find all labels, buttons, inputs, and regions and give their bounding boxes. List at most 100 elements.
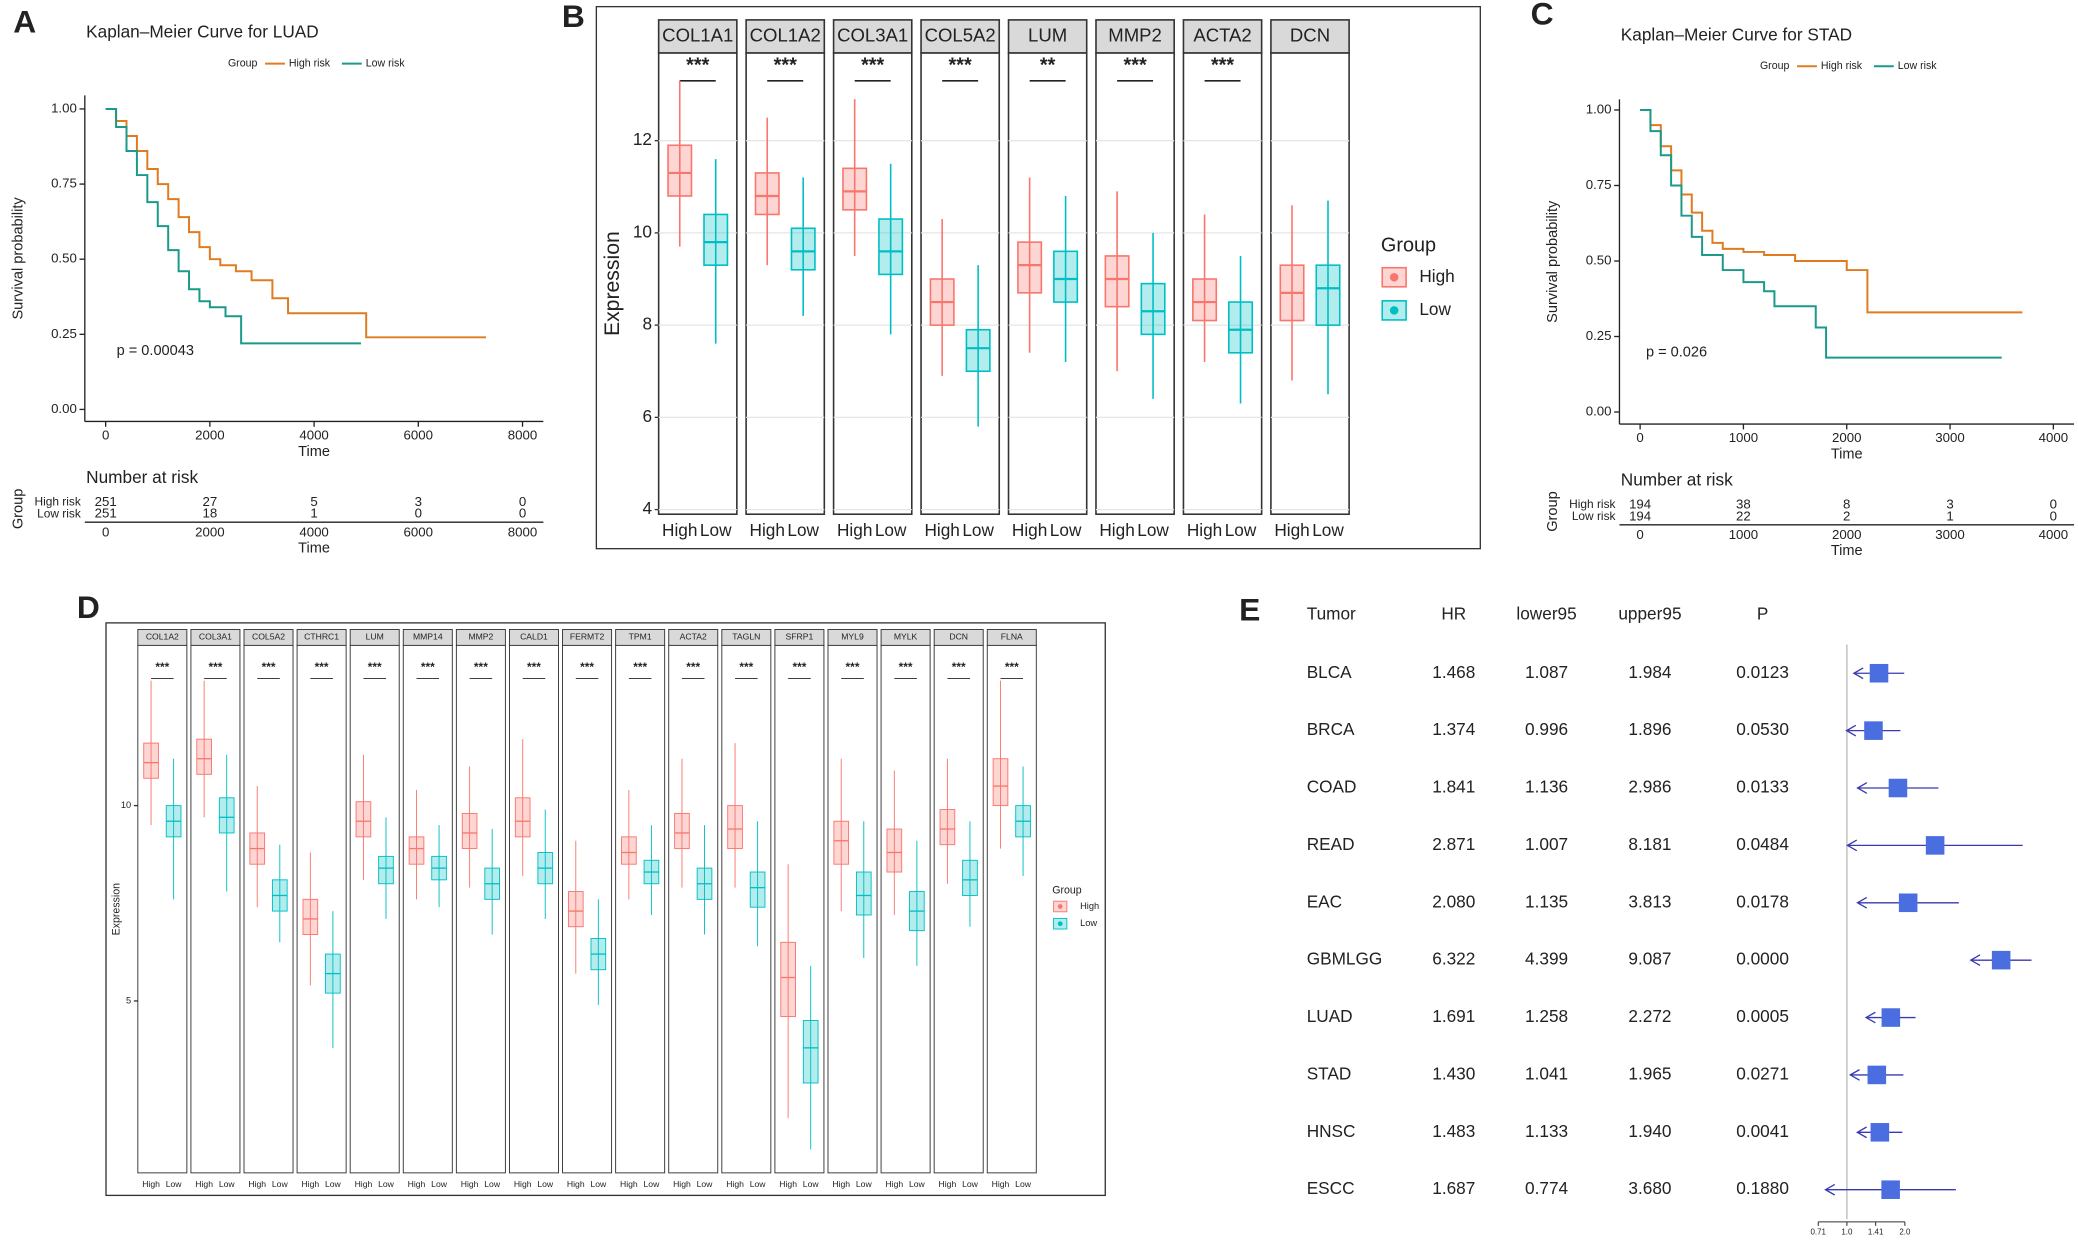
facet-panel	[668, 644, 719, 1174]
cell: 1.687	[1432, 1178, 1475, 1198]
x-tick-label: High	[673, 1179, 691, 1189]
risk-y-label: Group	[1545, 491, 1561, 531]
column-header: Tumor	[1307, 603, 1356, 623]
x-tick-label: 0	[102, 428, 109, 443]
facet-panel	[190, 644, 241, 1174]
ci-arrow	[1846, 839, 1858, 852]
cell: 0.0271	[1736, 1063, 1789, 1083]
significance: **	[1040, 55, 1056, 77]
ci-arrow	[1845, 724, 1857, 737]
y-tick-label: 0.50	[1586, 252, 1612, 267]
facet-label: TPM1	[629, 632, 652, 642]
risk-row-label: Low risk	[37, 506, 81, 520]
cell: 0.774	[1525, 1178, 1569, 1198]
facet-label: LUM	[1028, 24, 1067, 45]
significance: ***	[580, 660, 594, 674]
survival-curve	[105, 107, 361, 345]
risk-x-tick-label: 4000	[299, 524, 328, 539]
risk-x-tick-label: 2000	[195, 524, 224, 539]
risk-count: 22	[1736, 508, 1751, 523]
box	[754, 172, 780, 216]
risk-count: 2	[1843, 508, 1850, 523]
row-label: BRCA	[1307, 719, 1355, 739]
x-tick-label: Low	[378, 1179, 395, 1189]
facet-label: DCN	[949, 632, 968, 642]
x-tick-label: 8000	[508, 428, 537, 443]
panel-frame	[105, 622, 1106, 1197]
significance: ***	[421, 660, 435, 674]
legend-title: Group	[1760, 60, 1790, 72]
cell: 1.841	[1432, 777, 1475, 797]
legend-label: High risk	[289, 57, 331, 69]
x-tick-label: Low	[484, 1179, 501, 1189]
x-tick-label: High	[620, 1179, 638, 1189]
x-tick-label: Low	[537, 1179, 554, 1189]
risk-x-tick-label: 2000	[1832, 527, 1861, 542]
risk-count: 251	[95, 494, 117, 509]
x-axis-label: Time	[1831, 446, 1863, 462]
x-tick-label: Low	[1050, 520, 1082, 540]
cell: 1.965	[1628, 1063, 1671, 1083]
column-header: HR	[1441, 603, 1466, 623]
significance: ***	[792, 660, 806, 674]
significance: ***	[686, 55, 709, 77]
hazard-ratio	[1888, 778, 1908, 798]
risk-x-tick-label: 4000	[2039, 527, 2068, 542]
facet-label: COL3A1	[199, 632, 232, 642]
x-tick-label: 1000	[1729, 430, 1758, 445]
risk-count: 18	[202, 506, 217, 521]
x-tick-label: Low	[166, 1179, 183, 1189]
cell: 3.680	[1628, 1178, 1671, 1198]
x-tick-label: Low	[325, 1179, 342, 1189]
facet-strip	[657, 19, 738, 54]
facet-panel	[986, 644, 1037, 1174]
risk-x-label: Time	[298, 541, 330, 557]
row-label: READ	[1307, 834, 1355, 854]
y-tick-label: 10	[633, 221, 652, 241]
cell: 8.181	[1628, 834, 1671, 854]
facet-panel	[721, 644, 772, 1174]
cell: 1.430	[1432, 1063, 1475, 1083]
x-tick-label: High	[567, 1179, 585, 1189]
significance: ***	[368, 660, 382, 674]
box	[196, 738, 212, 775]
p-value: p = 0.026	[1646, 344, 1707, 360]
significance: ***	[208, 660, 222, 674]
facet-label: LUM	[366, 632, 384, 642]
significance: ***	[774, 55, 797, 77]
facet-panel	[562, 644, 613, 1174]
risk-x-tick-label: 6000	[404, 524, 433, 539]
x-tick-label: High	[1099, 520, 1134, 540]
facet-label: ACTA2	[680, 632, 707, 642]
x-tick-label: Low	[590, 1179, 607, 1189]
facet-label: SFRP1	[786, 632, 814, 642]
cell: 4.399	[1525, 949, 1568, 969]
risk-x-tick-label: 1000	[1729, 527, 1758, 542]
facet-label: CTHRC1	[304, 632, 339, 642]
x-tick-label: 0.71	[1811, 1228, 1827, 1237]
box	[886, 828, 903, 873]
facet-panel	[1007, 52, 1088, 516]
legend-label: Low	[1419, 299, 1451, 319]
cell: 1.984	[1628, 662, 1672, 682]
cell: 1.691	[1432, 1006, 1475, 1026]
row-label: ESCC	[1307, 1178, 1355, 1198]
ci-arrow	[1856, 896, 1868, 909]
ci-arrow	[1969, 954, 1981, 967]
hazard-ratio	[1881, 1008, 1901, 1027]
facet-strip	[1270, 19, 1350, 54]
x-tick-label: Low	[644, 1179, 661, 1189]
hazard-ratio	[1898, 893, 1918, 913]
cell: 1.483	[1432, 1121, 1475, 1141]
significance: ***	[155, 660, 169, 674]
facet-label: MMP2	[468, 632, 493, 642]
row-label: COAD	[1307, 777, 1357, 797]
cell: 1.135	[1525, 891, 1568, 911]
box	[1140, 282, 1166, 336]
survival-curve	[105, 107, 487, 339]
ci-arrow	[1856, 782, 1868, 794]
box	[218, 797, 235, 834]
risk-count: 0	[415, 506, 422, 521]
facet-label: COL1A1	[662, 24, 733, 45]
risk-count: 5	[310, 494, 317, 509]
